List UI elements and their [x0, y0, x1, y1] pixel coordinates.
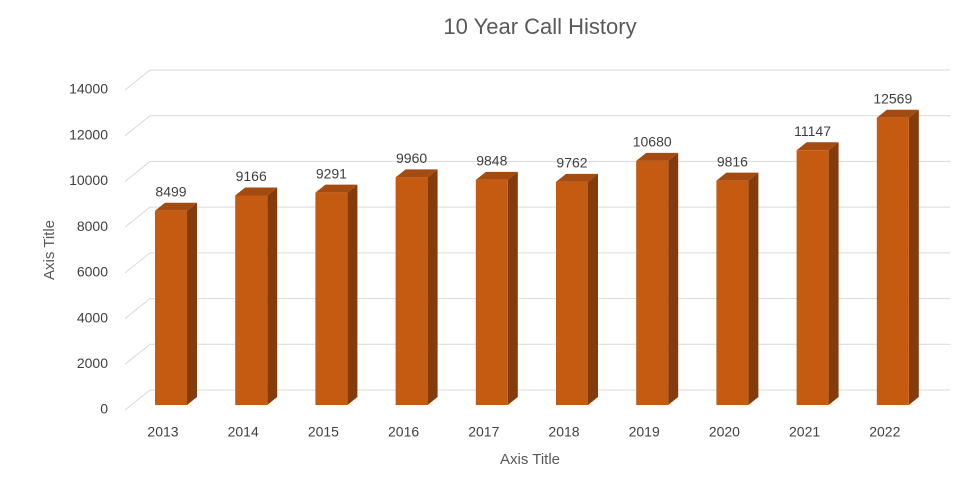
- bar-top: [796, 142, 839, 151]
- bar: [876, 117, 909, 406]
- x-tick-label: 2016: [388, 424, 419, 440]
- bar-top: [395, 169, 438, 178]
- bar: [716, 180, 749, 405]
- bar-top: [235, 187, 278, 196]
- bar: [796, 150, 829, 405]
- bar: [235, 195, 268, 405]
- data-label: 9816: [717, 153, 748, 169]
- x-tick-label: 2022: [869, 424, 900, 440]
- bar: [556, 181, 588, 405]
- data-label: 9291: [316, 165, 347, 181]
- grid-line: [124, 389, 950, 411]
- data-label: 9166: [236, 168, 267, 184]
- data-label: 11147: [794, 123, 831, 139]
- y-tick-label: 2000: [77, 355, 108, 371]
- y-tick-label: 14000: [69, 81, 108, 97]
- bar-top: [556, 173, 598, 182]
- bar-side: [427, 169, 438, 405]
- bar-side: [908, 109, 919, 406]
- bar-side: [347, 184, 358, 405]
- y-axis-title: Axis Title: [41, 220, 58, 280]
- y-tick-label: 4000: [77, 309, 108, 325]
- bar-top: [876, 109, 919, 118]
- data-label: 8499: [155, 183, 186, 199]
- data-label: 9960: [396, 150, 427, 166]
- x-tick-label: 2018: [548, 424, 579, 440]
- grid-line: [124, 252, 950, 274]
- data-label: 12569: [873, 90, 912, 106]
- y-tick-label: 8000: [77, 218, 108, 234]
- grid-line: [124, 160, 950, 182]
- y-tick-label: 0: [100, 401, 108, 417]
- bar-side: [588, 173, 598, 405]
- x-tick-label: 2015: [308, 424, 339, 440]
- bar-top: [636, 152, 679, 161]
- bar: [315, 192, 348, 405]
- x-axis-title: Axis Title: [500, 451, 560, 468]
- bar-side: [748, 172, 759, 405]
- x-tick-label: 2020: [709, 424, 740, 440]
- data-label: 10680: [633, 134, 672, 150]
- x-tick-label: 2017: [468, 424, 499, 440]
- bar-side: [668, 152, 679, 405]
- chart-title: 10 Year Call History: [443, 14, 636, 39]
- y-tick-label: 6000: [77, 264, 108, 280]
- bar-top: [315, 184, 358, 193]
- grid-line: [124, 206, 950, 228]
- x-tick-label: 2021: [789, 424, 820, 440]
- bar-side: [267, 187, 278, 405]
- y-tick-label: 12000: [69, 126, 108, 142]
- x-tick-label: 2019: [629, 424, 660, 440]
- grid-line: [124, 69, 950, 91]
- y-tick-label: 10000: [69, 172, 108, 188]
- x-tick-label: 2014: [228, 424, 259, 440]
- bar: [155, 210, 187, 405]
- x-tick-label: 2013: [147, 424, 178, 440]
- bar-side: [507, 171, 518, 405]
- bar: [395, 177, 428, 405]
- bar: [636, 160, 669, 405]
- grid-line: [124, 115, 950, 137]
- bar-side: [187, 202, 197, 405]
- grid-line: [124, 298, 950, 319]
- grid-line: [124, 343, 950, 365]
- data-label: 9762: [556, 155, 587, 171]
- bar: [475, 179, 508, 405]
- bar-side: [828, 142, 839, 405]
- bar-top: [155, 202, 197, 211]
- data-label: 9848: [476, 153, 507, 169]
- bar-top: [475, 171, 518, 180]
- bar-top: [716, 172, 759, 181]
